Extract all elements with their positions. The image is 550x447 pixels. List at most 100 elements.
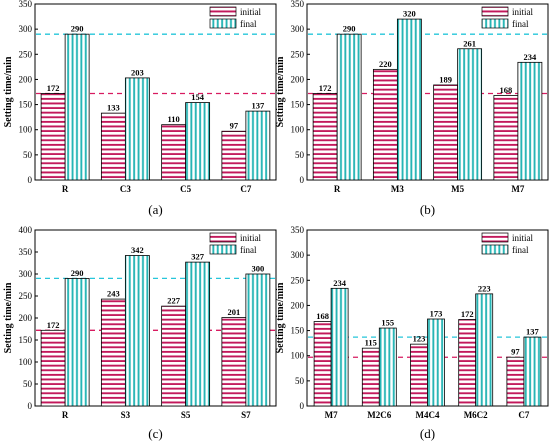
y-tick-label: 50: [295, 150, 305, 160]
legend-swatch-initial: [209, 6, 237, 17]
bar-final: [475, 293, 494, 407]
bar-initial: [312, 93, 338, 181]
legend-label-initial: initial: [512, 233, 533, 243]
y-tick-label: 100: [19, 357, 33, 367]
data-label-initial: 172: [47, 83, 60, 93]
data-label-initial: 133: [107, 103, 120, 113]
data-label-final: 154: [191, 92, 205, 102]
legend-label-final: final: [240, 245, 257, 255]
x-tick-label: C3: [120, 184, 131, 194]
panel-a: 0 50 100 150 200 250 300 350 Setting time/min R 17…: [3, 0, 277, 217]
data-label-initial: 110: [167, 114, 179, 124]
y-tick-label: 200: [19, 313, 33, 323]
bar-initial: [221, 317, 247, 407]
bar-final: [64, 277, 90, 407]
bar-final: [64, 33, 90, 181]
y-tick-label: 50: [23, 379, 33, 389]
bar-final: [124, 255, 150, 407]
y-tick-label: 350: [19, 0, 33, 9]
y-tick-label: 0: [300, 401, 305, 411]
bar-final: [523, 336, 542, 407]
y-tick-label: 150: [291, 326, 305, 336]
panel-d: 0 50 100 150 200 250 300 350 Setting time/min M7 1…: [275, 225, 549, 441]
bar-initial: [361, 347, 380, 407]
data-label-final: 234: [524, 52, 538, 62]
data-label-initial: 243: [107, 289, 120, 299]
data-label-initial: 97: [230, 121, 239, 131]
x-tick-label: M7: [511, 184, 524, 194]
y-tick-label: 400: [19, 225, 33, 235]
y-tick-label: 350: [291, 0, 305, 9]
plot-frame: [306, 3, 549, 181]
y-tick-label: 150: [19, 335, 33, 345]
bar-final: [336, 33, 362, 181]
y-tick-label: 300: [291, 24, 305, 34]
data-label-initial: 168: [500, 85, 513, 95]
y-tick-label: 250: [19, 291, 33, 301]
data-label-final: 223: [478, 283, 491, 293]
data-label-final: 261: [463, 38, 476, 48]
x-tick-label: M5: [451, 184, 464, 194]
data-label-final: 155: [381, 318, 394, 328]
y-tick-label: 250: [291, 275, 305, 285]
x-tick-label: R: [334, 184, 341, 194]
y-tick-label: 0: [28, 401, 33, 411]
bar-final: [245, 273, 271, 407]
bar-initial: [313, 321, 332, 407]
legend: initial final: [481, 232, 533, 255]
bar-initial: [100, 112, 126, 181]
bar-final: [185, 261, 211, 407]
data-label-initial: 172: [319, 83, 332, 93]
legend-swatch-initial: [209, 232, 237, 243]
data-label-final: 320: [403, 9, 416, 19]
data-label-final: 327: [191, 252, 205, 262]
x-tick-label: M3: [391, 184, 404, 194]
bar-final: [245, 110, 271, 181]
y-tick-label: 150: [291, 100, 305, 110]
legend-label-final: final: [512, 245, 529, 255]
y-tick-label: 200: [291, 74, 305, 84]
data-label-initial: 189: [439, 74, 452, 84]
bar-initial: [372, 68, 398, 181]
x-tick-label: R: [62, 410, 69, 420]
panel-c: 0 50 100 150 200 250 300 350 400 Setting time/min…: [3, 225, 277, 441]
legend-label-final: final: [512, 19, 529, 29]
bar-initial: [100, 298, 126, 407]
x-tick-label: S3: [121, 410, 131, 420]
bar-initial: [410, 343, 428, 407]
data-label-final: 342: [131, 245, 144, 255]
legend-swatch-initial: [481, 232, 509, 243]
legend: initial final: [209, 232, 261, 255]
x-tick-label: M7: [325, 410, 338, 420]
x-tick-label: M4C4: [416, 410, 440, 420]
data-label-final: 137: [526, 327, 540, 337]
bar-final: [396, 18, 422, 181]
data-label-final: 173: [430, 309, 443, 319]
bar-initial: [40, 329, 66, 407]
legend-label-initial: initial: [240, 233, 261, 243]
plot-frame: [34, 3, 277, 181]
x-tick-label: S7: [241, 410, 251, 420]
bar-initial: [221, 130, 247, 181]
y-tick-label: 150: [19, 100, 33, 110]
x-tick-label: R: [62, 184, 69, 194]
bar-initial: [40, 93, 66, 181]
legend: initial final: [209, 6, 261, 29]
bar-final: [124, 77, 150, 181]
x-tick-label: C7: [240, 184, 251, 194]
bar-initial: [161, 124, 187, 181]
data-label-final: 137: [252, 101, 266, 111]
y-tick-label: 100: [291, 351, 305, 361]
panel-label: (a): [148, 202, 162, 217]
y-tick-label: 50: [295, 376, 305, 386]
bar-final: [185, 102, 211, 181]
bar-initial: [458, 319, 477, 407]
data-label-final: 234: [333, 278, 347, 288]
data-label-initial: 123: [413, 334, 426, 344]
bar-final: [517, 61, 543, 181]
x-tick-label: C5: [180, 184, 191, 194]
bar-final: [427, 318, 445, 407]
legend-label-initial: initial: [512, 7, 533, 17]
data-label-initial: 168: [316, 311, 329, 321]
legend-swatch-final: [209, 18, 237, 29]
